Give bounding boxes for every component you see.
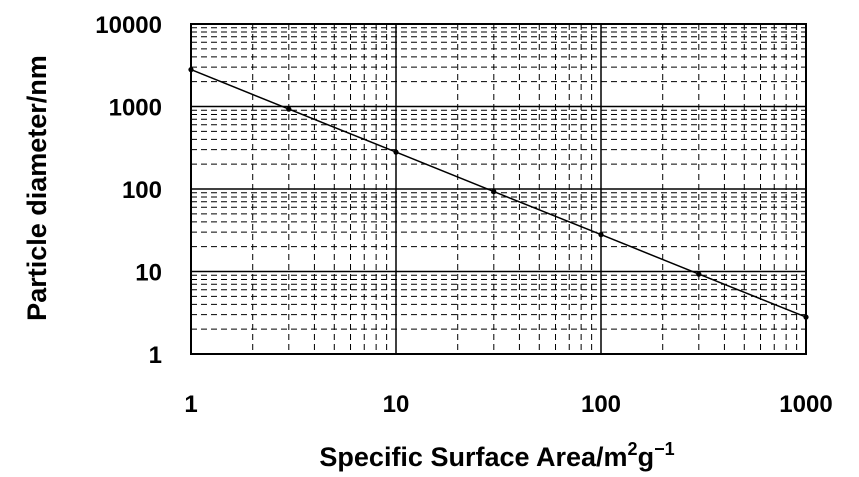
y-tick-label: 100 [122,177,162,204]
x-axis-title-sup2: −1 [654,439,675,459]
y-axis-title: Particle diameter/nm [22,55,52,321]
y-tick-labels: 1 10 100 1000 10000 [95,12,162,369]
x-axis-title-text: Specific Surface Area/m [319,442,627,472]
plot-frame [190,23,807,355]
x-tick-labels: 1 10 100 1000 [184,391,832,418]
x-tick-label: 1000 [779,391,832,418]
data-point [803,314,809,320]
data-point [491,189,497,195]
data-point [598,232,604,238]
x-tick-label: 100 [581,391,621,418]
x-tick-label: 10 [383,391,410,418]
y-tick-label: 1000 [109,95,162,122]
x-axis-title: Specific Surface Area/m2g−1 [319,439,674,472]
x-tick-label: 1 [184,391,197,418]
y-tick-label: 10000 [95,12,162,39]
y-tick-label: 1 [149,342,162,369]
major-gridlines [191,24,806,354]
data-point [188,67,194,73]
x-axis-title-sup1: 2 [628,439,638,459]
data-point [393,149,399,155]
x-axis-title-g: g [638,442,655,472]
data-point [286,106,292,112]
series-layer [188,67,809,320]
data-point [696,271,702,277]
y-tick-label: 10 [135,260,162,287]
